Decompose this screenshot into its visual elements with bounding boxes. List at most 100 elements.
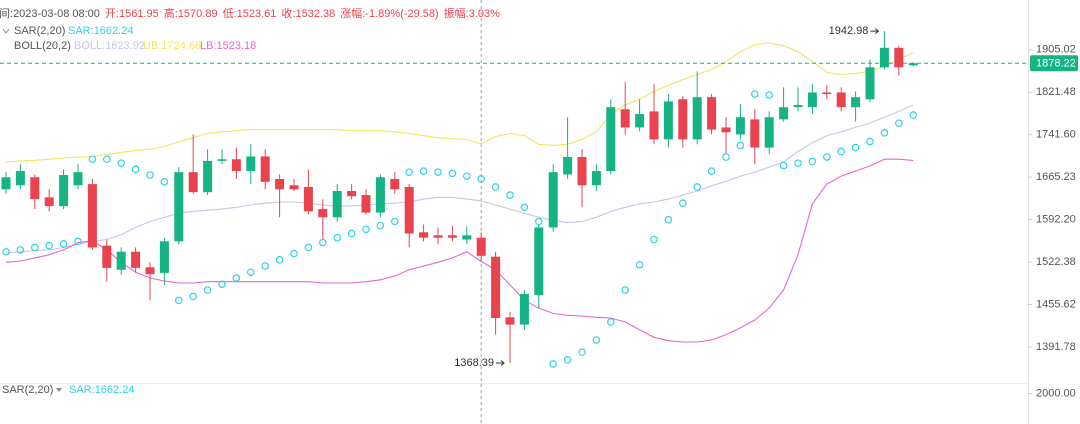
last-price-label: 1878.22	[1036, 58, 1076, 70]
candle-body	[894, 47, 904, 68]
sar-dot	[462, 172, 471, 180]
candle-body	[620, 109, 630, 128]
candle-body	[735, 117, 745, 135]
sar-dot	[678, 199, 687, 207]
legend-value: 1662.24	[94, 25, 134, 37]
sar-dot	[506, 191, 514, 199]
sar-dot	[477, 175, 486, 183]
indicator-name: SAR(2,20)	[2, 384, 53, 396]
candle-body	[145, 267, 155, 275]
candle-body	[275, 178, 285, 190]
candle-body	[476, 237, 486, 256]
candle-body	[836, 92, 846, 108]
candle-body	[44, 197, 54, 207]
sar-dot	[808, 157, 817, 166]
sar-dot	[131, 165, 140, 174]
candle-body	[375, 177, 385, 213]
legend-name: LB:	[200, 40, 217, 52]
header-item: 1561.95	[119, 8, 159, 20]
sar-dot	[16, 246, 25, 254]
header-item: 1523.61	[237, 8, 277, 20]
header-item: 高:	[164, 6, 178, 20]
candle-body	[303, 186, 313, 212]
sar-dot	[722, 153, 730, 161]
sar-dot	[261, 262, 270, 270]
header-item: -1.89%(-29.58)	[365, 8, 438, 20]
legend-entry: LB:1523.18	[200, 40, 256, 52]
candle-body	[59, 174, 69, 207]
sar-dot	[707, 167, 716, 175]
candle-body	[793, 105, 803, 108]
candle-body	[879, 47, 889, 68]
candle-body	[548, 172, 558, 228]
candle-body	[606, 107, 616, 172]
sar-dot	[347, 229, 356, 238]
sar-dot	[88, 155, 97, 164]
sar-dot	[534, 217, 543, 226]
sar-dot	[434, 168, 442, 176]
candle-body	[174, 172, 184, 242]
y-tick-label: 1592.20	[1036, 213, 1076, 225]
candle-body	[750, 119, 760, 148]
sar-dot	[362, 225, 370, 234]
header-item: 1570.89	[178, 8, 218, 20]
candle-body	[663, 101, 673, 140]
sar-dot	[419, 167, 428, 175]
sar-dot	[247, 268, 255, 277]
header-item: 收:	[281, 6, 295, 20]
sar-dot	[894, 119, 903, 127]
sar-dot	[606, 318, 615, 326]
candle-body	[491, 256, 501, 318]
sar-dot	[304, 243, 313, 252]
sar-dot	[736, 141, 745, 150]
candle-body	[347, 191, 357, 197]
indicator-line	[5, 104, 914, 254]
candle-body	[390, 178, 400, 190]
extreme-arrow	[496, 360, 505, 366]
candle-body	[188, 172, 198, 193]
candle-body	[433, 235, 443, 238]
sar-dot	[909, 111, 918, 119]
legend-entry: SAR:1662.24	[68, 25, 133, 37]
sar-dot	[549, 360, 558, 368]
sar-dot	[333, 233, 342, 242]
candle-body	[87, 184, 97, 248]
candle-body	[203, 160, 213, 193]
candle-body	[15, 171, 25, 186]
sar-dot	[117, 159, 126, 167]
candle-body	[116, 251, 126, 270]
candle-body	[563, 157, 573, 175]
candle-body	[231, 159, 241, 172]
sar-dot	[750, 90, 759, 98]
sar-dot	[664, 215, 673, 224]
indicator-name: BOLL(20,2)	[14, 40, 71, 52]
sar-dot	[175, 296, 183, 305]
candle-body	[779, 107, 789, 120]
sar-dot	[275, 255, 284, 264]
candle-body	[764, 117, 774, 148]
candle-body	[1, 177, 11, 190]
legend-value: 1724.66	[161, 40, 201, 52]
candle-body	[102, 245, 112, 268]
sar-dot	[520, 203, 529, 212]
legend-value: 1662.24	[95, 384, 135, 396]
candle-body	[692, 97, 702, 140]
sar-dot	[693, 183, 702, 191]
sar-dot	[779, 161, 788, 170]
collapse-icon[interactable]	[2, 28, 10, 34]
legend-name: UB:	[143, 40, 161, 52]
candle-body	[318, 209, 328, 218]
y-tick-label: 1455.62	[1036, 298, 1076, 310]
sar-dot	[448, 169, 457, 178]
sar-dot	[146, 171, 154, 179]
candle-body	[635, 114, 645, 128]
sar-dot	[866, 137, 874, 146]
sar-dot	[189, 292, 198, 301]
sar-dot	[837, 147, 846, 156]
legend-name: SAR:	[68, 25, 94, 37]
dropdown-icon[interactable]	[56, 388, 62, 392]
sar-dot	[318, 238, 327, 247]
sar-dot	[160, 178, 169, 186]
sar-dot	[621, 286, 630, 294]
